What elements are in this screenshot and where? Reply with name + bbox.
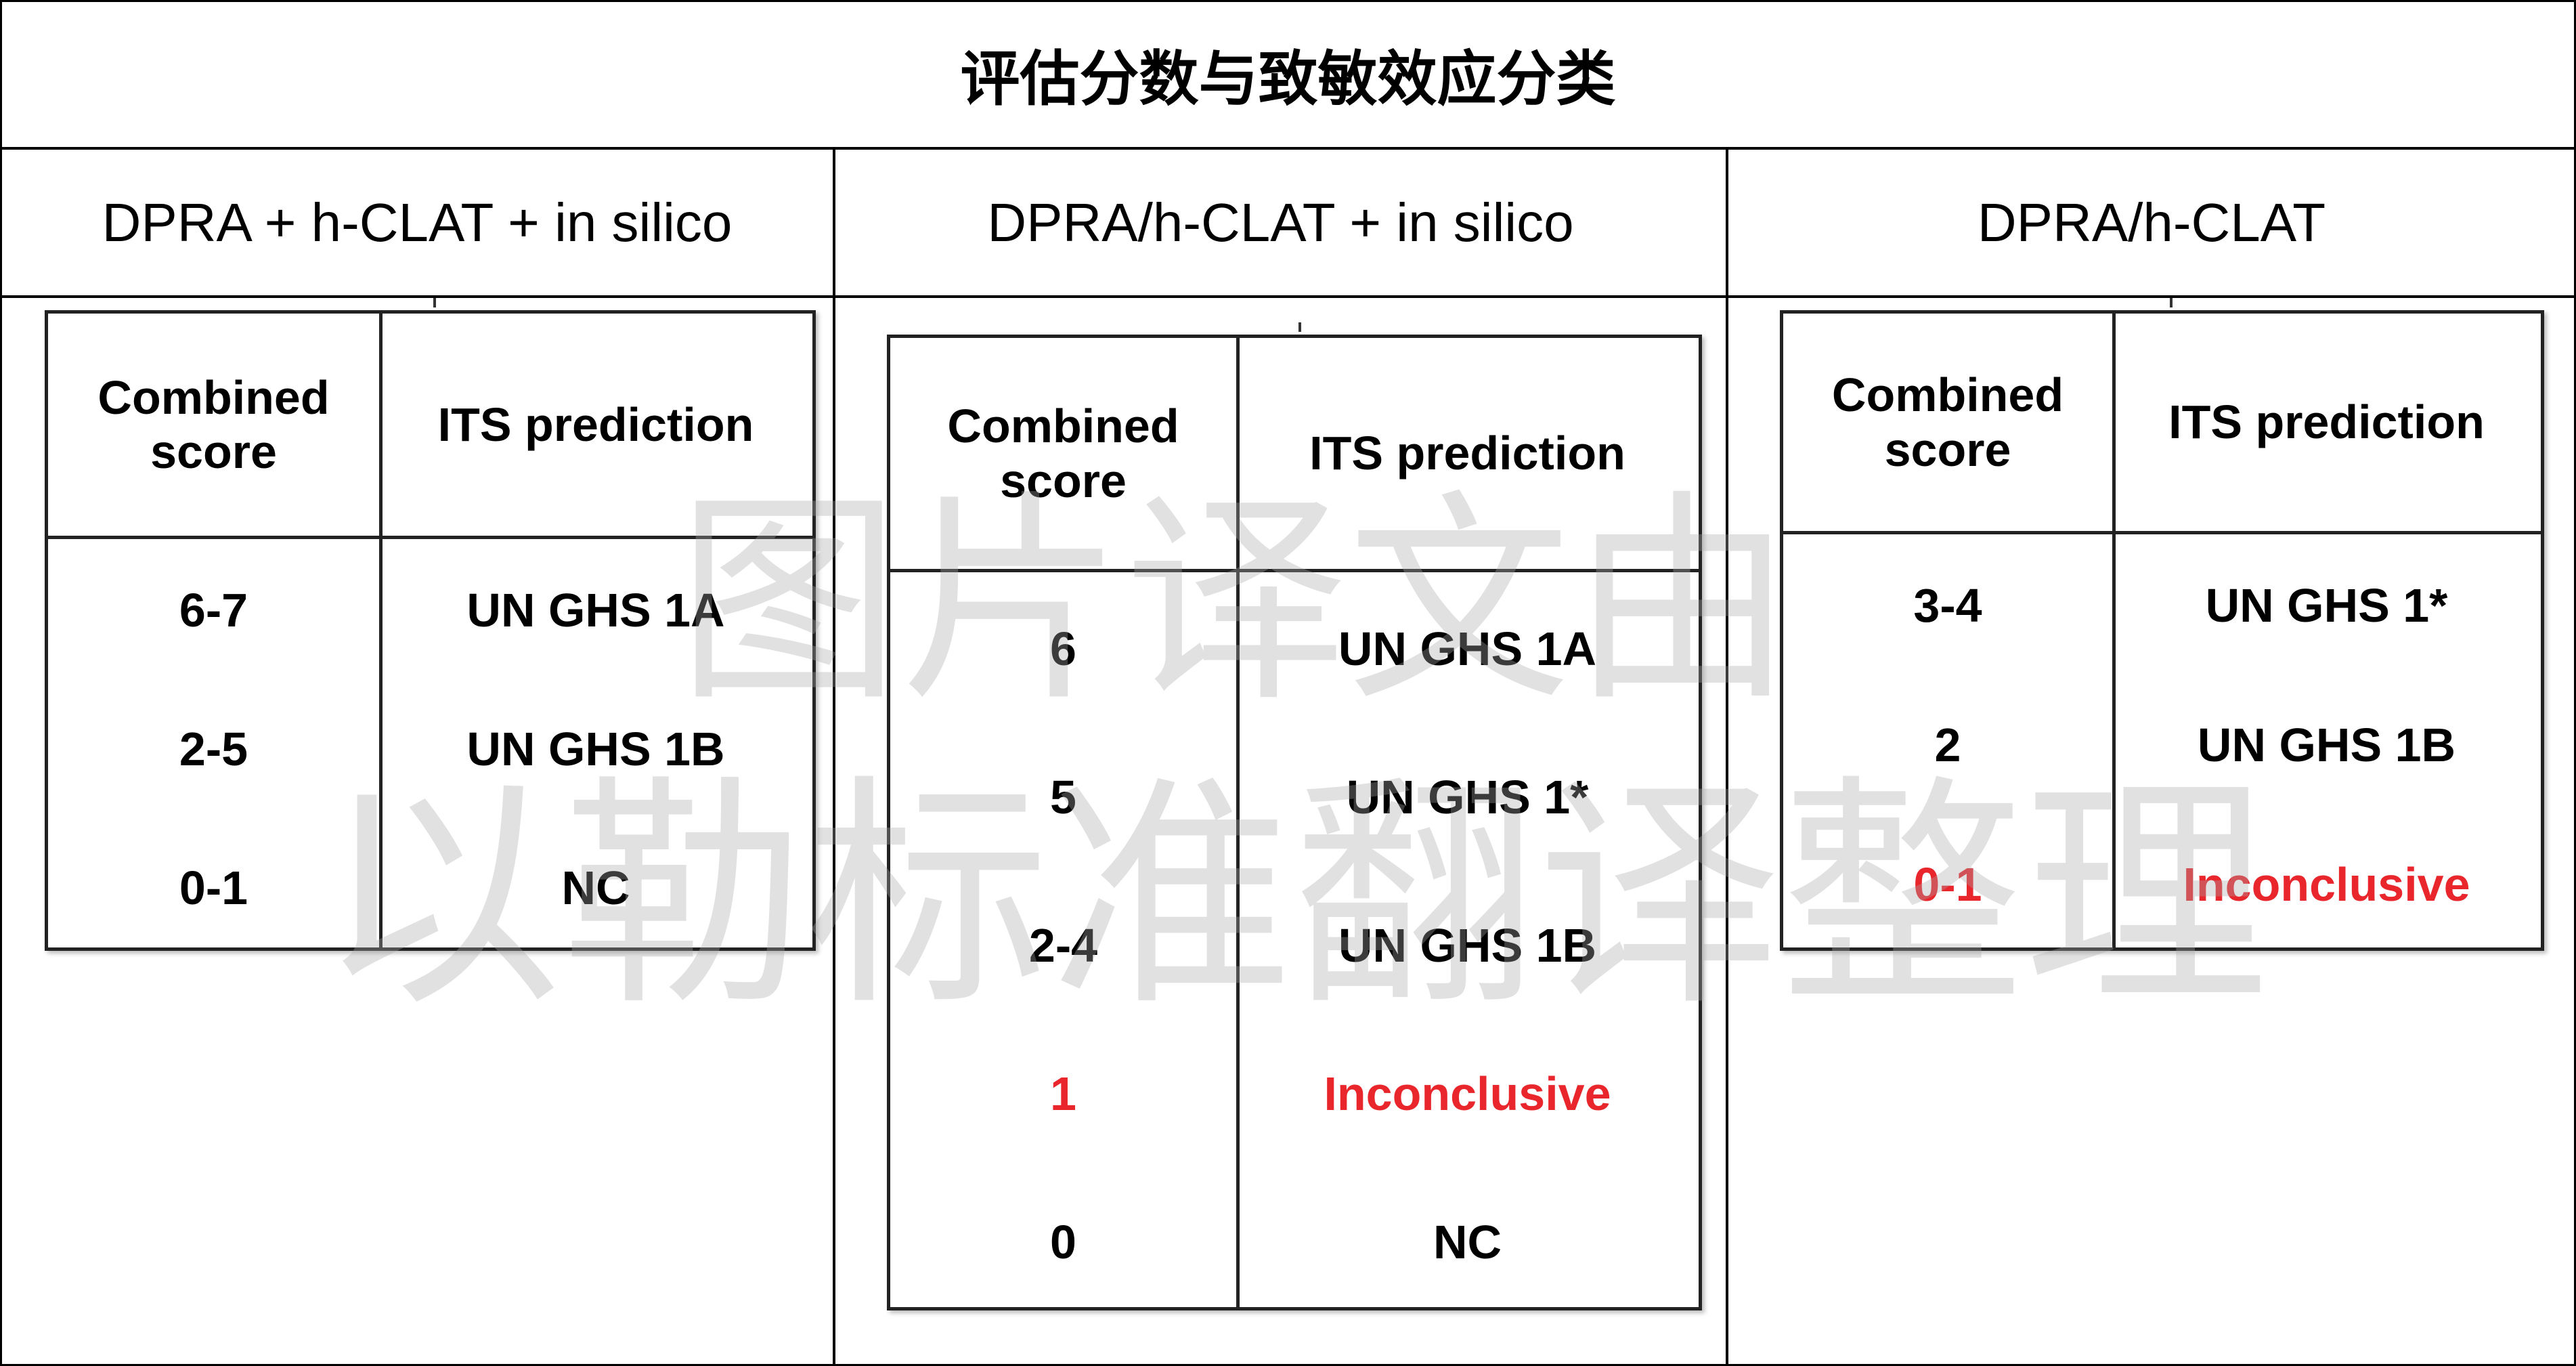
its-prediction: UN GHS 1B bbox=[2197, 719, 2456, 771]
combined-score: 0-1 bbox=[179, 861, 248, 914]
its-table-2: Combined score ITS prediction 6 UN GHS 1… bbox=[887, 335, 1702, 1310]
its-table-1: Combined score ITS prediction 6-7 UN GHS… bbox=[45, 310, 816, 951]
column-heading-1: DPRA + h-CLAT + in silico bbox=[102, 192, 733, 253]
its-prediction: UN GHS 1A bbox=[466, 584, 725, 637]
artifact-tick bbox=[2170, 298, 2173, 307]
column-divider bbox=[2112, 314, 2116, 947]
combined-score: 0 bbox=[1050, 1216, 1076, 1268]
table-row: 6 UN GHS 1A bbox=[890, 618, 1699, 679]
table-row: 2-4 UN GHS 1B bbox=[890, 915, 1699, 976]
table-row: 0 NC bbox=[890, 1212, 1699, 1273]
table-row: 0-1 NC bbox=[48, 857, 812, 918]
its-prediction: UN GHS 1* bbox=[1346, 771, 1589, 824]
header-combined-score: Combined score bbox=[947, 400, 1179, 507]
column-heading-2: DPRA/h-CLAT + in silico bbox=[987, 192, 1574, 253]
table-row: 1 Inconclusive bbox=[890, 1063, 1699, 1124]
its-table-3: Combined score ITS prediction 3-4 UN GHS… bbox=[1780, 310, 2544, 951]
combined-score: 0-1 bbox=[1913, 858, 1982, 911]
table-header: Combined score ITS prediction bbox=[48, 314, 812, 539]
page-title: 评估分数与致敏效应分类 bbox=[960, 44, 1616, 114]
column-divider bbox=[1236, 338, 1240, 1307]
divider bbox=[833, 148, 835, 1366]
combined-score: 2 bbox=[1934, 719, 1961, 771]
table-row: 2 UN GHS 1B bbox=[1783, 714, 2541, 775]
table-row: 6-7 UN GHS 1A bbox=[48, 580, 812, 641]
artifact-tick bbox=[1298, 322, 1301, 332]
column-heading-3: DPRA/h-CLAT bbox=[1977, 192, 2326, 253]
header-its-prediction: ITS prediction bbox=[437, 398, 754, 451]
header-combined-score: Combined score bbox=[1831, 368, 2064, 476]
divider bbox=[1726, 148, 1728, 1366]
header-its-prediction: ITS prediction bbox=[2168, 396, 2485, 449]
its-prediction: UN GHS 1A bbox=[1338, 622, 1597, 675]
combined-score: 6-7 bbox=[179, 584, 248, 637]
header-combined-score: Combined score bbox=[97, 370, 330, 479]
its-prediction: UN GHS 1* bbox=[2205, 579, 2448, 632]
combined-score: 1 bbox=[1050, 1067, 1076, 1120]
artifact-tick bbox=[433, 298, 436, 307]
its-prediction: NC bbox=[561, 861, 630, 914]
its-prediction: UN GHS 1B bbox=[466, 723, 725, 775]
table-header: Combined score ITS prediction bbox=[1783, 314, 2541, 534]
its-prediction: Inconclusive bbox=[2183, 858, 2470, 911]
combined-score: 2-5 bbox=[179, 723, 248, 775]
divider bbox=[0, 147, 2576, 150]
combined-score: 2-4 bbox=[1028, 919, 1098, 972]
combined-score: 6 bbox=[1050, 622, 1076, 675]
divider bbox=[0, 295, 2576, 298]
combined-score: 3-4 bbox=[1913, 579, 1982, 632]
column-divider bbox=[379, 314, 383, 947]
table-header: Combined score ITS prediction bbox=[890, 338, 1699, 572]
table-row: 0-1 Inconclusive bbox=[1783, 854, 2541, 915]
table-row: 5 UN GHS 1* bbox=[890, 767, 1699, 828]
its-prediction: NC bbox=[1433, 1216, 1502, 1268]
table-row: 3-4 UN GHS 1* bbox=[1783, 575, 2541, 636]
combined-score: 5 bbox=[1050, 771, 1076, 824]
its-prediction: Inconclusive bbox=[1324, 1067, 1611, 1120]
table-row: 2-5 UN GHS 1B bbox=[48, 719, 812, 780]
its-prediction: UN GHS 1B bbox=[1338, 919, 1597, 972]
header-its-prediction: ITS prediction bbox=[1309, 427, 1625, 480]
